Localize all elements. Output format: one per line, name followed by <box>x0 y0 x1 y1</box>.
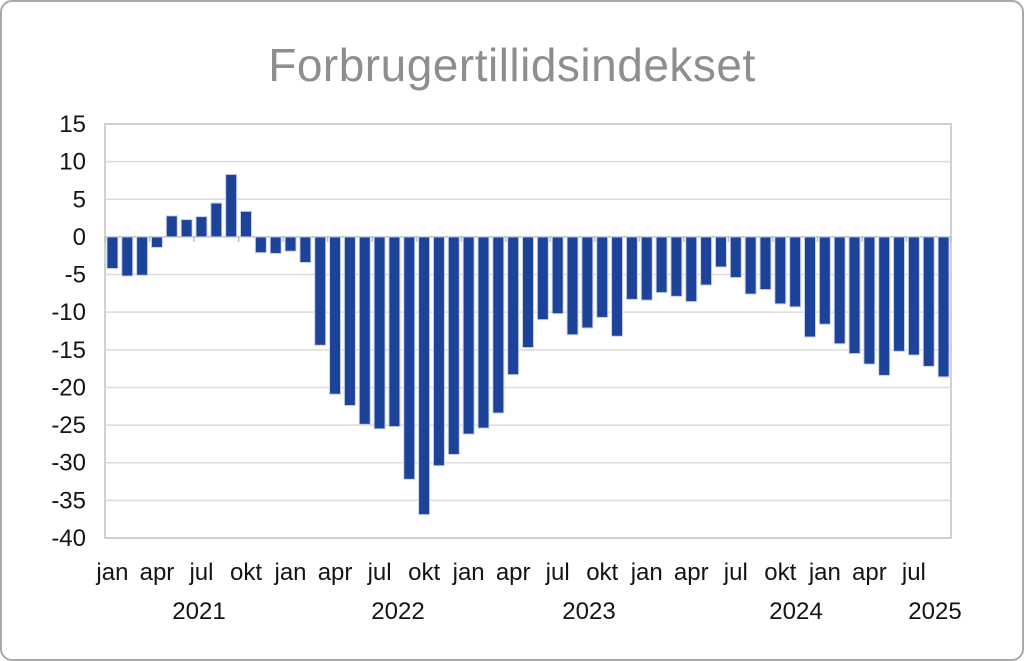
bar <box>640 236 653 301</box>
bar <box>714 236 727 268</box>
bar <box>432 236 445 467</box>
year-label: 2024 <box>769 598 822 625</box>
bar <box>388 236 401 428</box>
bar <box>507 236 520 376</box>
y-axis-label: 5 <box>73 186 86 213</box>
bar <box>136 236 149 276</box>
y-axis-label: -5 <box>65 262 86 289</box>
bar <box>611 236 624 337</box>
bar <box>314 236 327 346</box>
bar <box>522 236 534 349</box>
bar <box>655 236 668 294</box>
year-label: 2021 <box>172 598 225 625</box>
bar <box>759 236 772 291</box>
x-axis-label: jul <box>188 559 213 586</box>
x-axis-label: jan <box>630 559 663 586</box>
bar <box>551 236 564 315</box>
bar <box>700 236 713 286</box>
x-axis-label: apr <box>140 559 175 586</box>
bar <box>240 210 252 238</box>
y-axis-label: -10 <box>51 299 86 326</box>
x-axis-label: jan <box>274 559 307 586</box>
bar <box>254 236 267 254</box>
bar <box>729 236 742 279</box>
bar <box>848 236 861 355</box>
bar <box>195 216 208 238</box>
x-axis-label: apr <box>674 559 709 586</box>
bar <box>329 236 342 395</box>
bar <box>447 236 460 455</box>
y-axis-label: -30 <box>51 450 86 477</box>
bar <box>477 236 490 429</box>
x-axis-label: jul <box>723 559 748 586</box>
x-axis-label: jan <box>808 559 841 586</box>
bar <box>878 236 891 376</box>
x-axis-label: okt <box>230 559 262 586</box>
y-axis-label: -20 <box>51 374 86 401</box>
bar <box>833 236 846 345</box>
bar <box>373 236 386 430</box>
x-axis-label: apr <box>852 559 887 586</box>
bar <box>789 236 802 308</box>
bar <box>210 202 223 238</box>
y-axis-label: -35 <box>51 487 86 514</box>
bar <box>299 236 312 264</box>
bar <box>596 236 609 318</box>
bar <box>937 236 950 378</box>
x-axis-label: jul <box>901 559 926 586</box>
year-label: 2025 <box>908 598 961 625</box>
bar <box>922 236 935 367</box>
y-axis-label: -25 <box>51 412 86 439</box>
plot-border <box>104 123 952 539</box>
x-axis-label: jan <box>452 559 485 586</box>
bar <box>774 236 787 305</box>
year-label: 2023 <box>562 598 615 625</box>
bar <box>180 219 193 238</box>
bar <box>121 236 134 277</box>
bar <box>536 236 549 321</box>
bar <box>804 236 816 338</box>
x-axis-label: apr <box>318 559 353 586</box>
bar <box>625 236 638 300</box>
bar <box>165 215 178 238</box>
x-axis-label: apr <box>496 559 531 586</box>
y-axis-label: 15 <box>59 111 86 138</box>
bar <box>893 236 906 352</box>
x-axis-label: jan <box>95 559 128 586</box>
year-label: 2022 <box>371 598 424 625</box>
bar <box>907 236 920 356</box>
bar <box>150 236 163 248</box>
x-axis-label: jul <box>367 559 392 586</box>
bar <box>462 236 475 435</box>
chart-title: Forbrugertillidsindekset <box>268 39 756 91</box>
y-axis-label: 0 <box>73 224 86 251</box>
x-axis-label: okt <box>764 559 796 586</box>
bar <box>863 236 876 365</box>
bar <box>670 236 683 297</box>
y-axis-label: 10 <box>59 149 86 176</box>
bar <box>492 236 505 414</box>
x-axis-label: okt <box>408 559 440 586</box>
y-axis-label: -15 <box>51 337 86 364</box>
bar <box>566 236 579 336</box>
x-axis-label: okt <box>586 559 618 586</box>
bar <box>284 236 297 252</box>
bar <box>685 236 698 303</box>
bar <box>581 236 594 329</box>
bar <box>269 236 282 254</box>
bar <box>418 236 431 516</box>
y-axis-label: -40 <box>51 525 86 552</box>
bar <box>106 236 119 270</box>
bar <box>225 173 238 238</box>
bar <box>403 236 416 480</box>
bar <box>343 236 356 407</box>
x-axis-label: jul <box>545 559 570 586</box>
bar <box>818 236 831 325</box>
bar <box>358 236 371 425</box>
bar <box>744 236 757 295</box>
